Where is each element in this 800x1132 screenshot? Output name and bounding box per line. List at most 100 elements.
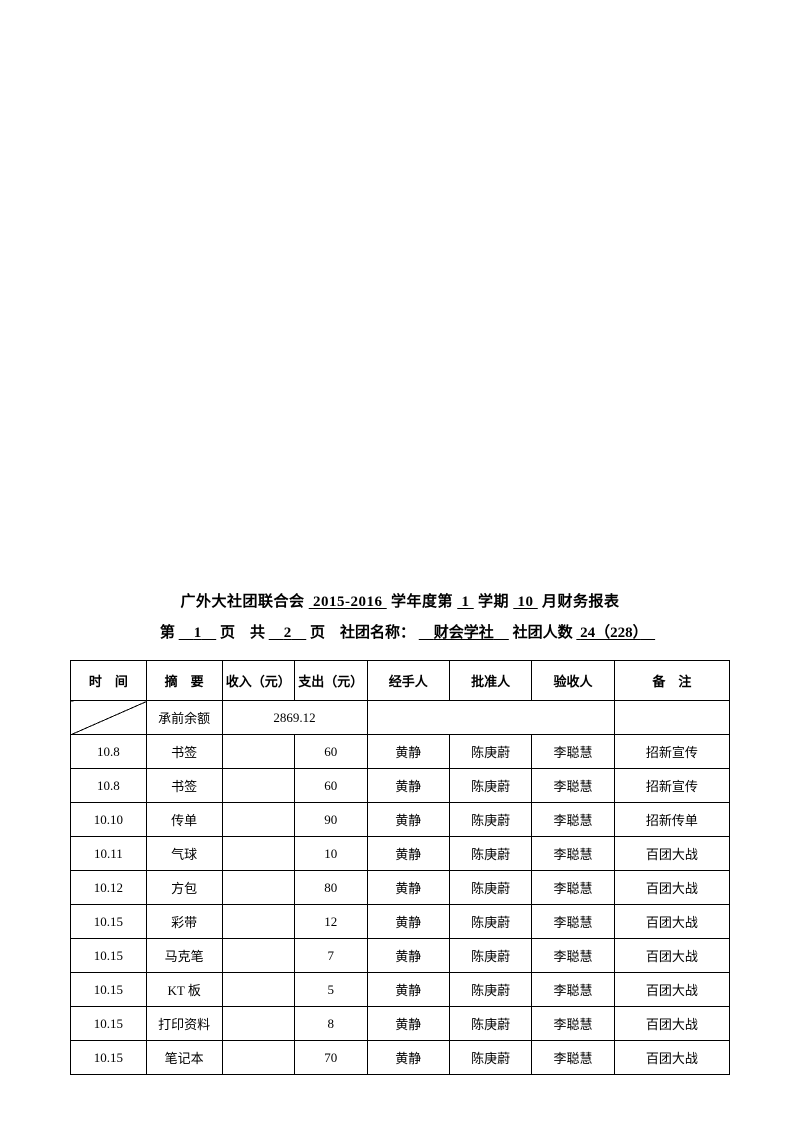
subtitle-total-pages: 2 xyxy=(269,625,307,641)
cell-expense: 10 xyxy=(295,837,367,871)
financial-table: 时 间 摘 要 收入（元） 支出（元） 经手人 批准人 验收人 备 注 承前余额… xyxy=(70,660,730,1075)
cell-handler: 黄静 xyxy=(367,803,449,837)
subtitle-page-mid: 页 共 xyxy=(220,625,265,641)
cell-remark: 百团大战 xyxy=(614,871,729,905)
table-row: 10.8书签 60黄静陈庚蔚李聪慧招新宣传 xyxy=(71,769,730,803)
cell-expense: 90 xyxy=(295,803,367,837)
cell-approver: 陈庚蔚 xyxy=(449,871,531,905)
cell-summary: 传单 xyxy=(146,803,222,837)
cell-approver: 陈庚蔚 xyxy=(449,769,531,803)
cell-time: 10.15 xyxy=(71,1007,147,1041)
table-row: 10.15打印资料8黄静陈庚蔚李聪慧百团大战 xyxy=(71,1007,730,1041)
cell-remark: 招新宣传 xyxy=(614,735,729,769)
table-row: 10.15KT 板5黄静陈庚蔚李聪慧百团大战 xyxy=(71,973,730,1007)
cell-income xyxy=(222,905,294,939)
cell-summary: 书签 xyxy=(146,735,222,769)
cell-approver: 陈庚蔚 xyxy=(449,803,531,837)
title-suffix: 月财务报表 xyxy=(542,594,620,610)
cell-income xyxy=(222,973,294,1007)
cell-handler: 黄静 xyxy=(367,837,449,871)
table-row: 10.11气球10黄静陈庚蔚李聪慧百团大战 xyxy=(71,837,730,871)
cell-handler: 黄静 xyxy=(367,735,449,769)
table-row: 10.15马克笔7黄静陈庚蔚李聪慧百团大战 xyxy=(71,939,730,973)
cell-handler: 黄静 xyxy=(367,1007,449,1041)
cell-acceptor: 李聪慧 xyxy=(532,769,614,803)
balance-label: 承前余额 xyxy=(146,701,222,735)
cell-time: 10.15 xyxy=(71,939,147,973)
subtitle-member-prefix: 社团人数 xyxy=(513,625,573,641)
subtitle-page-suffix: 页 社团名称： xyxy=(310,625,415,641)
cell-summary: 书签 xyxy=(146,769,222,803)
cell-summary: 彩带 xyxy=(146,905,222,939)
cell-summary: 打印资料 xyxy=(146,1007,222,1041)
cell-time: 10.8 xyxy=(71,769,147,803)
cell-approver: 陈庚蔚 xyxy=(449,1041,531,1075)
title-year: 2015-2016 xyxy=(309,594,387,610)
cell-income xyxy=(222,837,294,871)
cell-expense: 80 xyxy=(295,871,367,905)
cell-income xyxy=(222,803,294,837)
cell-income xyxy=(222,939,294,973)
cell-time: 10.11 xyxy=(71,837,147,871)
cell-approver: 陈庚蔚 xyxy=(449,837,531,871)
cell-expense: 60 xyxy=(295,769,367,803)
subtitle-page-prefix: 第 xyxy=(160,625,175,641)
cell-remark: 百团大战 xyxy=(614,939,729,973)
cell-acceptor: 李聪慧 xyxy=(532,973,614,1007)
cell-summary: 方包 xyxy=(146,871,222,905)
cell-approver: 陈庚蔚 xyxy=(449,1007,531,1041)
subtitle-club-name: 财会学社 xyxy=(419,625,509,641)
cell-time: 10.15 xyxy=(71,905,147,939)
header-approver: 批准人 xyxy=(449,661,531,701)
cell-remark: 百团大战 xyxy=(614,1041,729,1075)
cell-income xyxy=(222,1041,294,1075)
cell-summary: 笔记本 xyxy=(146,1041,222,1075)
cell-expense: 12 xyxy=(295,905,367,939)
cell-acceptor: 李聪慧 xyxy=(532,735,614,769)
balance-empty-right xyxy=(367,701,614,735)
header-acceptor: 验收人 xyxy=(532,661,614,701)
report-title-line2: 第 1 页 共 2 页 社团名称： 财会学社 社团人数 24（228） xyxy=(70,621,730,642)
cell-time: 10.8 xyxy=(71,735,147,769)
cell-acceptor: 李聪慧 xyxy=(532,837,614,871)
cell-acceptor: 李聪慧 xyxy=(532,939,614,973)
cell-remark: 百团大战 xyxy=(614,973,729,1007)
table-header-row: 时 间 摘 要 收入（元） 支出（元） 经手人 批准人 验收人 备 注 xyxy=(71,661,730,701)
table-row: 10.10传单90黄静陈庚蔚李聪慧招新传单 xyxy=(71,803,730,837)
cell-remark: 百团大战 xyxy=(614,837,729,871)
subtitle-member-count: 24（228） xyxy=(576,625,655,641)
cell-approver: 陈庚蔚 xyxy=(449,939,531,973)
table-row: 10.15笔记本70黄静陈庚蔚李聪慧百团大战 xyxy=(71,1041,730,1075)
cell-handler: 黄静 xyxy=(367,939,449,973)
cell-income xyxy=(222,735,294,769)
cell-expense: 8 xyxy=(295,1007,367,1041)
report-title-line1: 广外大社团联合会 2015-2016 学年度第 1 学期 10 月财务报表 xyxy=(70,590,730,611)
balance-row: 承前余额 2869.12 xyxy=(71,701,730,735)
cell-handler: 黄静 xyxy=(367,1041,449,1075)
title-mid2: 学期 xyxy=(478,594,509,610)
balance-remark xyxy=(614,701,729,735)
subtitle-page-num: 1 xyxy=(179,625,217,641)
cell-acceptor: 李聪慧 xyxy=(532,803,614,837)
cell-handler: 黄静 xyxy=(367,905,449,939)
table-row: 10.15彩带12黄静陈庚蔚李聪慧百团大战 xyxy=(71,905,730,939)
cell-acceptor: 李聪慧 xyxy=(532,1041,614,1075)
title-prefix: 广外大社团联合会 xyxy=(180,594,304,610)
title-month: 10 xyxy=(513,594,538,610)
cell-approver: 陈庚蔚 xyxy=(449,905,531,939)
title-semester: 1 xyxy=(457,594,474,610)
cell-acceptor: 李聪慧 xyxy=(532,871,614,905)
cell-handler: 黄静 xyxy=(367,973,449,1007)
header-time: 时 间 xyxy=(71,661,147,701)
cell-remark: 招新传单 xyxy=(614,803,729,837)
balance-amount: 2869.12 xyxy=(222,701,367,735)
cell-remark: 招新宣传 xyxy=(614,769,729,803)
cell-acceptor: 李聪慧 xyxy=(532,1007,614,1041)
cell-handler: 黄静 xyxy=(367,769,449,803)
header-remark: 备 注 xyxy=(614,661,729,701)
cell-acceptor: 李聪慧 xyxy=(532,905,614,939)
cell-expense: 5 xyxy=(295,973,367,1007)
cell-expense: 7 xyxy=(295,939,367,973)
title-mid1: 学年度第 xyxy=(391,594,453,610)
cell-approver: 陈庚蔚 xyxy=(449,973,531,1007)
